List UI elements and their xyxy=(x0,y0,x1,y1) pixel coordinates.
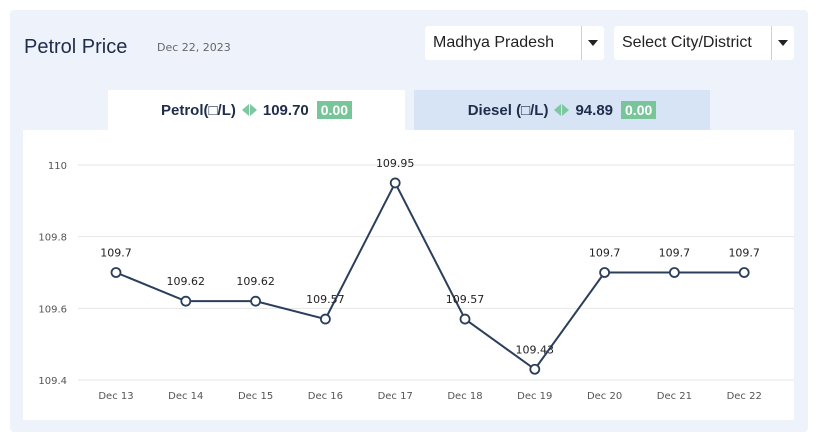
data-label: 109.62 xyxy=(236,275,275,288)
data-point xyxy=(110,267,122,278)
data-point xyxy=(669,267,680,278)
data-point xyxy=(180,295,192,307)
data-label: 109.43 xyxy=(516,343,555,356)
price-series-line xyxy=(115,180,745,371)
x-tick-label: Dec 15 xyxy=(238,391,273,402)
data-label: 109.57 xyxy=(306,293,345,306)
y-tick-label: 109.4 xyxy=(38,376,67,387)
data-label: 109.7 xyxy=(659,247,691,260)
price-date: Dec 22, 2023 xyxy=(157,41,231,54)
tab-petrol[interactable]: Petrol(□/L) 109.70 0.00 xyxy=(108,90,405,130)
y-tick-label: 110 xyxy=(48,161,67,172)
data-point xyxy=(319,313,331,325)
x-tick-label: Dec 13 xyxy=(98,391,133,402)
y-tick-label: 109.8 xyxy=(38,233,67,244)
city-select[interactable]: Select City/District xyxy=(614,26,794,60)
data-label: 109.95 xyxy=(376,157,415,170)
data-point xyxy=(459,313,471,325)
tab-diesel[interactable]: Diesel (□/L) 94.89 0.00 xyxy=(414,90,710,130)
state-select-value: Madhya Pradesh xyxy=(433,34,554,51)
price-chart: 110 109.8 109.6 109.4 Dec 13 Dec 14 Dec 15 Dec … xyxy=(23,130,794,420)
data-point xyxy=(529,363,541,375)
data-label: 109.57 xyxy=(446,293,485,306)
page-title: Petrol Price xyxy=(24,36,128,58)
left-right-triangles-icon xyxy=(241,104,257,116)
tab-diesel-label: Diesel (□/L) xyxy=(467,101,549,119)
data-label: 109.7 xyxy=(728,247,760,260)
x-tick-label: Dec 14 xyxy=(168,391,203,402)
data-label: 109.62 xyxy=(167,275,206,288)
data-point xyxy=(250,295,262,307)
data-point xyxy=(738,267,750,278)
tab-petrol-change-badge: 0.00 xyxy=(316,101,353,119)
data-label: 109.7 xyxy=(100,247,132,260)
x-tick-label: Dec 22 xyxy=(727,391,762,402)
tab-diesel-price: 94.89 xyxy=(575,101,614,119)
tab-diesel-change-badge: 0.00 xyxy=(621,101,657,119)
x-tick-label: Dec 21 xyxy=(657,391,692,402)
city-select-value: Select City/District xyxy=(622,34,752,51)
x-tick-label: Dec 16 xyxy=(308,391,343,402)
left-right-triangles-icon xyxy=(554,104,570,116)
x-tick-label: Dec 19 xyxy=(517,391,552,402)
x-tick-label: Dec 17 xyxy=(378,391,413,402)
caret-down-icon[interactable] xyxy=(771,26,794,60)
data-label: 109.7 xyxy=(589,247,621,260)
y-tick-label: 109.6 xyxy=(38,304,67,315)
caret-down-icon[interactable] xyxy=(581,26,604,60)
state-select[interactable]: Madhya Pradesh xyxy=(425,26,604,60)
tab-petrol-label: Petrol(□/L) xyxy=(160,101,236,119)
price-line-chart: 110 109.8 109.6 109.4 Dec 13 Dec 14 Dec 15 Dec … xyxy=(38,157,794,402)
x-tick-label: Dec 18 xyxy=(447,391,482,402)
data-point xyxy=(389,177,401,189)
x-tick-label: Dec 20 xyxy=(587,391,622,402)
data-point xyxy=(599,267,610,278)
tab-petrol-price: 109.70 xyxy=(262,101,309,119)
